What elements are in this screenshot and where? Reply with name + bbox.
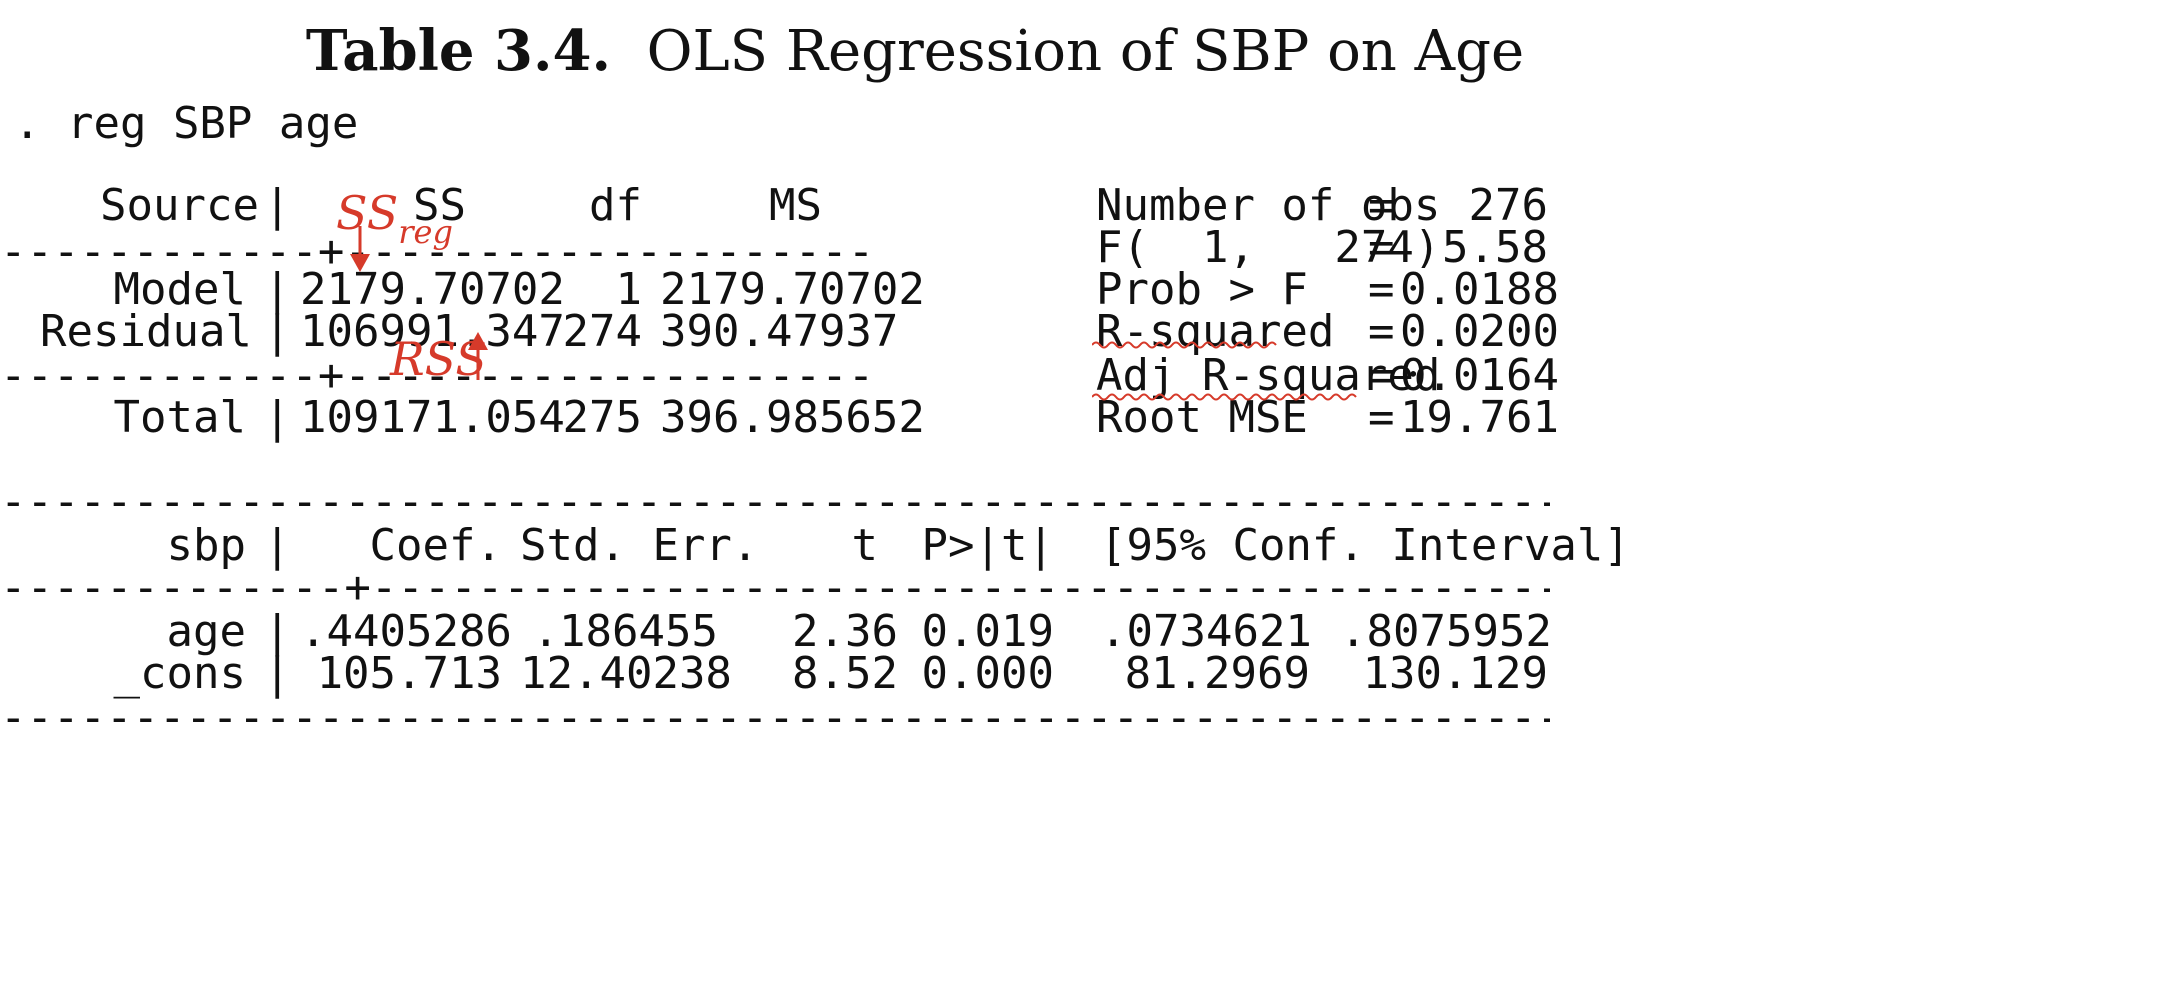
anova-vbar: |	[264, 264, 291, 315]
anova-row-residual-ms: 390.47937	[660, 306, 899, 357]
table-number: Table 3.4.	[305, 18, 611, 84]
annotation-ss-reg-sub: reg	[398, 213, 453, 251]
stat-eq: =	[1368, 392, 1395, 443]
anova-row-residual-ss: 106991.347	[300, 306, 565, 357]
coef-row-cons-ci-high: 130.129	[1362, 648, 1548, 699]
rsquared-underline	[1092, 341, 1277, 349]
table-caption: OLS Regression of SBP on Age	[646, 19, 1525, 84]
coef-row-age-ci-low: .0734621	[1100, 606, 1312, 657]
coef-row-age-se: .186455	[532, 606, 718, 657]
stat-label-adj-rsquared: Adj R-squared	[1096, 350, 1441, 401]
coef-separator-mid: -------------+--------------------------…	[0, 564, 1550, 612]
stat-label-probf: Prob > F	[1096, 264, 1308, 315]
anova-vbar: |	[264, 306, 291, 357]
coef-vbar: |	[264, 648, 291, 699]
annotation-rss: RSS	[390, 332, 487, 386]
anova-row-model-ss: 2179.70702	[300, 264, 565, 315]
stat-value-rootmse: 19.761	[1400, 392, 1559, 443]
annotation-ss-reg: SSreg	[336, 186, 453, 251]
coef-vbar: |	[264, 520, 291, 571]
coef-header-ci: [95% Conf. Interval]	[1100, 520, 1630, 571]
stat-value-nobs: 276	[1468, 180, 1548, 231]
stat-label-nobs: Number of obs	[1096, 180, 1441, 231]
stata-command: . reg SBP age	[14, 98, 359, 149]
anova-vbar: |	[264, 180, 291, 231]
anova-row-model-df: 1	[615, 264, 643, 315]
anova-header-ms: MS	[769, 180, 822, 231]
anova-vbar: |	[264, 392, 291, 443]
coef-header-coef: Coef.	[369, 520, 502, 571]
annotation-arrow-down	[350, 226, 370, 272]
coef-row-cons-t: 8.52	[792, 648, 898, 699]
stat-eq: =	[1368, 180, 1395, 231]
stat-label-rootmse: Root MSE	[1096, 392, 1308, 443]
stat-eq: =	[1368, 306, 1395, 357]
anova-separator-top: ------------+---------------------------…	[0, 228, 880, 276]
coef-header-se: Std. Err.	[520, 520, 759, 571]
anova-row-total-df: 275	[562, 392, 642, 443]
annotation-ss-reg-main: SS	[336, 186, 399, 240]
coef-row-age-p: 0.019	[921, 606, 1054, 657]
stat-eq: =	[1368, 350, 1395, 401]
adj-rsquared-underline	[1092, 393, 1357, 401]
coef-separator-bottom: ----------------------------------------…	[0, 694, 1550, 742]
coef-row-age-coef: .4405286	[300, 606, 512, 657]
coef-row-cons-ci-low: 81.2969	[1124, 648, 1310, 699]
anova-row-total-ss: 109171.054	[300, 392, 565, 443]
annotation-arrow-up	[468, 332, 488, 380]
coef-row-cons-se: 12.40238	[520, 648, 732, 699]
coef-row-age-ci-high: .8075952	[1340, 606, 1552, 657]
stat-label-f: F( 1, 274)	[1096, 222, 1441, 273]
anova-row-total-ms: 396.985652	[660, 392, 925, 443]
coef-row-cons-coef: 105.713	[316, 648, 502, 699]
coef-row-age-t: 2.36	[792, 606, 898, 657]
anova-header-source: Source	[100, 180, 259, 231]
stat-value-probf: 0.0188	[1400, 264, 1559, 315]
anova-row-model-source: Model	[113, 264, 246, 315]
coef-separator-top: ----------------------------------------…	[0, 478, 1550, 526]
anova-header-df: df	[589, 180, 642, 231]
anova-separator-bottom: ------------+---------------------------…	[0, 352, 880, 400]
anova-row-residual-df: 274	[562, 306, 642, 357]
coef-row-cons-var: _cons	[113, 648, 246, 699]
anova-row-residual-source: Residual	[40, 306, 252, 357]
coef-vbar: |	[264, 606, 291, 657]
stat-eq: =	[1368, 222, 1395, 273]
coef-header-p: P>|t|	[921, 520, 1054, 571]
stat-eq: =	[1368, 264, 1395, 315]
stat-value-rsquared: 0.0200	[1400, 306, 1559, 357]
coef-row-cons-p: 0.000	[921, 648, 1054, 699]
table-title: Table 3.4. OLS Regression of SBP on Age	[0, 18, 1830, 84]
coef-header-var: sbp	[166, 520, 246, 571]
stat-value-f: 5.58	[1442, 222, 1548, 273]
stat-value-adj-rsquared: 0.0164	[1400, 350, 1559, 401]
anova-header-ss: SS	[413, 180, 466, 231]
coef-header-t: t	[851, 520, 879, 571]
anova-row-total-source: Total	[113, 392, 246, 443]
coef-row-age-var: age	[166, 606, 246, 657]
